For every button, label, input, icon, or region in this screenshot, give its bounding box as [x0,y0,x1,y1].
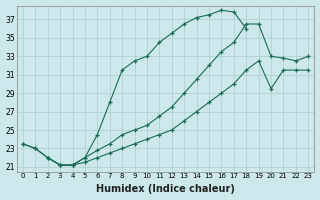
X-axis label: Humidex (Indice chaleur): Humidex (Indice chaleur) [96,184,235,194]
